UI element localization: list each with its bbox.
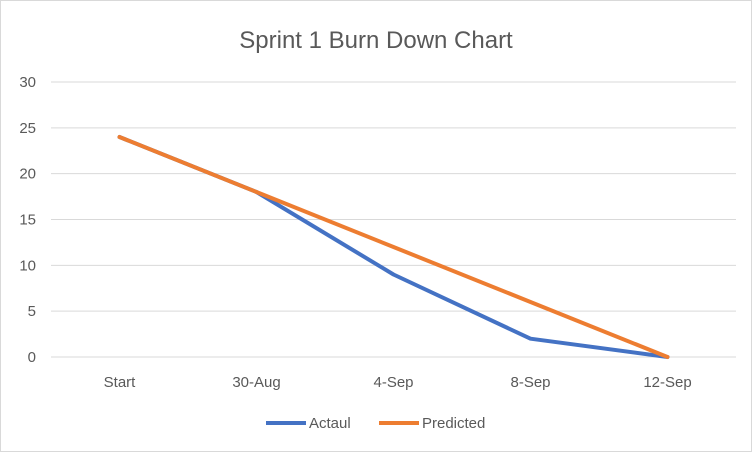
y-tick-label: 10 xyxy=(19,257,36,274)
legend: Actaul Predicted xyxy=(266,415,485,432)
y-axis-ticks: 0 5 10 15 20 25 30 xyxy=(19,74,36,366)
legend-label-actaul: Actaul xyxy=(309,415,351,432)
y-tick-label: 30 xyxy=(19,74,36,91)
y-tick-label: 0 xyxy=(28,349,36,366)
chart-title: Sprint 1 Burn Down Chart xyxy=(239,27,513,54)
y-tick-label: 5 xyxy=(28,303,36,320)
series-line-predicted xyxy=(117,135,670,359)
y-tick-label: 15 xyxy=(19,212,36,229)
series-lines xyxy=(117,135,670,359)
x-tick-label: 12-Sep xyxy=(643,374,691,391)
x-tick-label: 4-Sep xyxy=(373,374,413,391)
x-tick-label: 30-Aug xyxy=(232,374,280,391)
y-tick-label: 25 xyxy=(19,120,36,137)
y-tick-label: 20 xyxy=(19,166,36,183)
x-tick-label: Start xyxy=(104,374,137,391)
legend-label-predicted: Predicted xyxy=(422,415,485,432)
x-axis-ticks: Start 30-Aug 4-Sep 8-Sep 12-Sep xyxy=(104,374,692,391)
x-tick-label: 8-Sep xyxy=(510,374,550,391)
gridlines xyxy=(51,81,736,358)
